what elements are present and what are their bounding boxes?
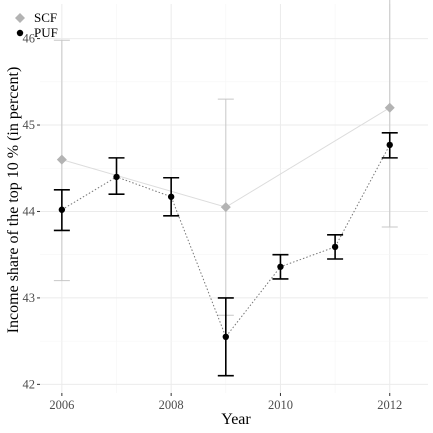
y-tick-label: 44: [23, 204, 36, 218]
x-axis-title: Year: [221, 411, 251, 428]
x-tick-label: 2010: [268, 398, 293, 412]
x-tick-label: 2012: [377, 398, 402, 412]
x-tick-label: 2008: [159, 398, 184, 412]
puf-series: [53, 132, 398, 377]
puf-point: [277, 263, 284, 270]
legend-scf-key: [15, 13, 25, 23]
y-tick-label: 45: [23, 118, 36, 132]
legend-scf-label: SCF: [34, 10, 57, 25]
axes: 2006 2008 2010 2012 42 43 44 45 46: [23, 32, 403, 412]
y-tick-label: 46: [23, 32, 36, 46]
scf-point: [384, 102, 395, 113]
x-tick-label: 2006: [49, 398, 74, 412]
puf-point: [113, 173, 120, 181]
legend-puf-key: [16, 29, 24, 37]
puf-point: [386, 141, 393, 149]
grid: [40, 4, 428, 393]
puf-point: [222, 333, 230, 341]
y-tick-label: 42: [23, 377, 36, 391]
scf-point: [56, 154, 67, 165]
puf-point: [331, 243, 339, 251]
puf-point: [167, 193, 175, 200]
scf-point: [220, 202, 231, 213]
y-tick-label: 43: [23, 291, 36, 305]
puf-point: [58, 206, 66, 213]
y-axis-title: Income share of the top 10 % (in percent…: [5, 67, 22, 334]
legend-puf-label: PUF: [34, 25, 58, 40]
